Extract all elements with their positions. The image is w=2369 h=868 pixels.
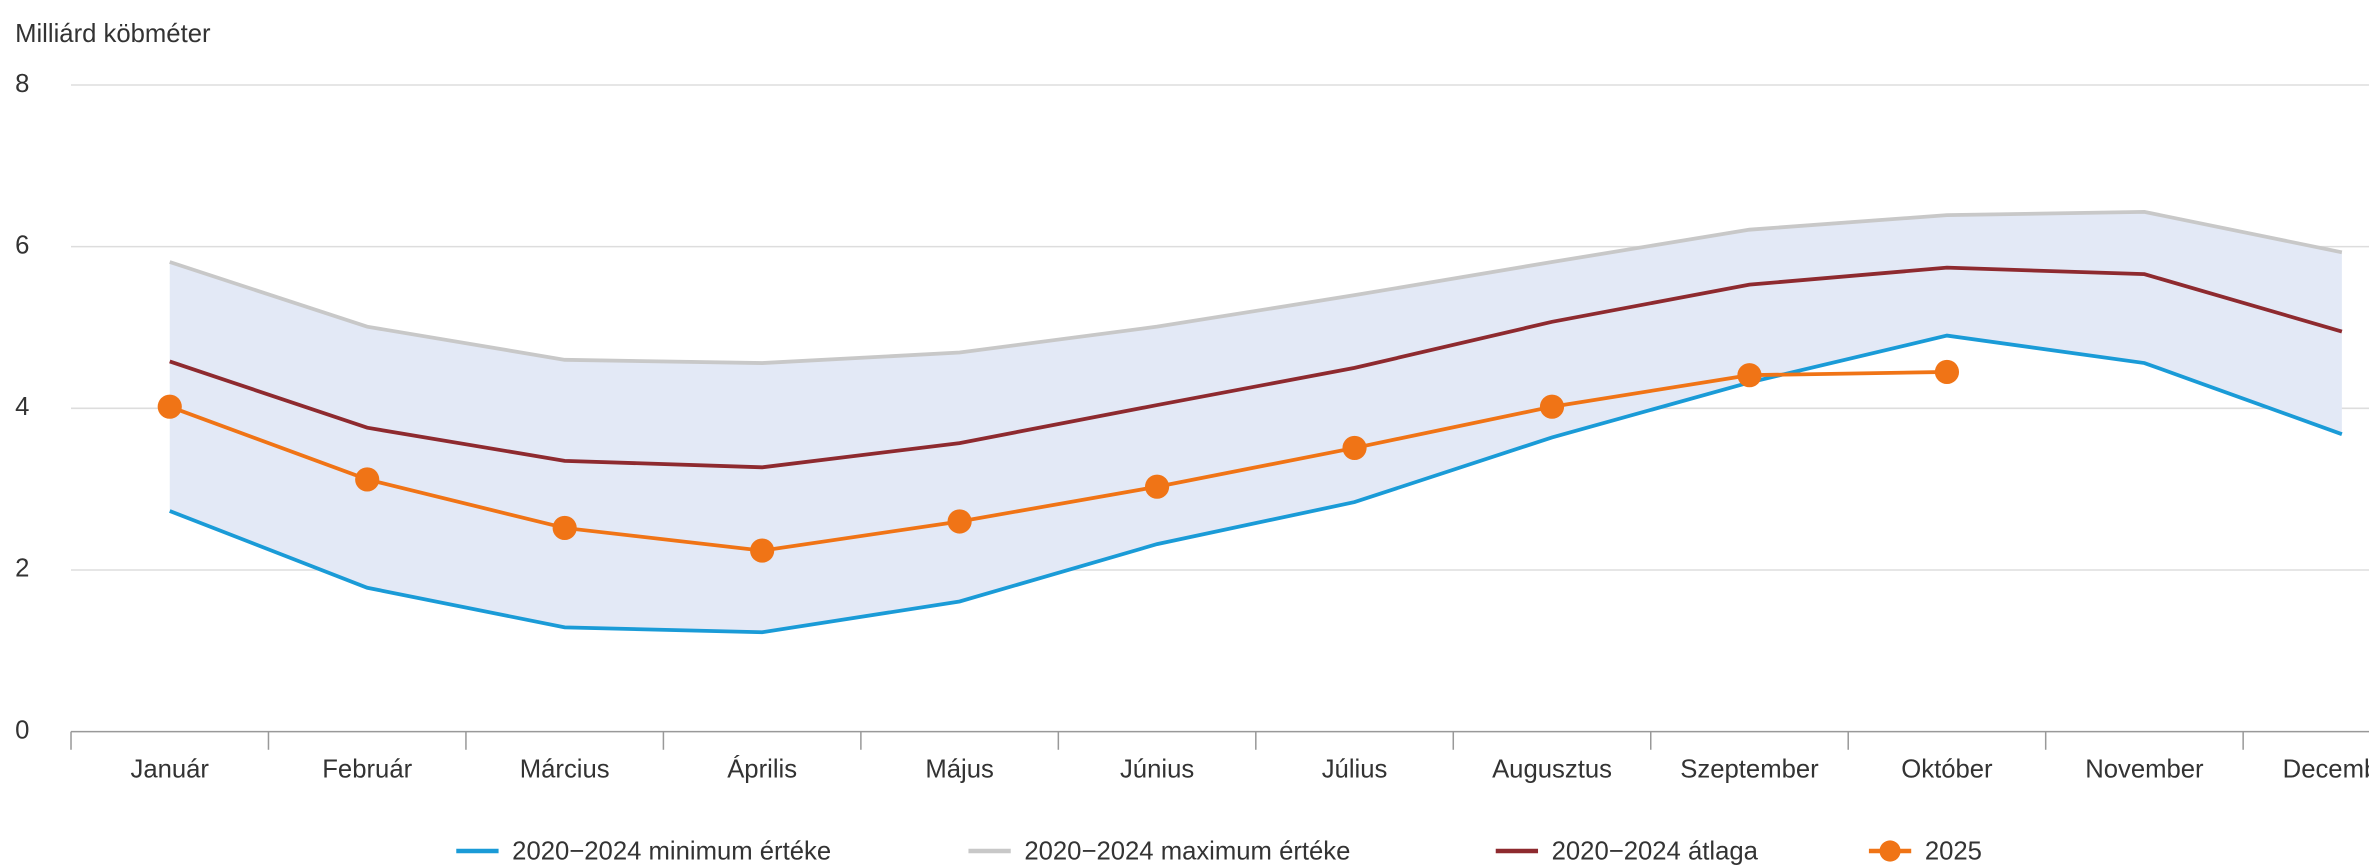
y-tick-label: 2 — [15, 555, 29, 583]
point — [947, 509, 972, 534]
x-tick-label: Szeptember — [1680, 756, 1819, 784]
point — [552, 515, 577, 541]
legend-label: 2025 — [1925, 837, 1982, 865]
legend-label: 2020−2024 minimum értéke — [512, 837, 831, 865]
legend-marker — [1879, 840, 1901, 862]
x-tick-label: Június — [1120, 756, 1194, 784]
x-tick-label: Február — [322, 756, 412, 784]
x-tick-label: December — [2283, 756, 2369, 784]
x-tick-label: Január — [130, 756, 209, 784]
point — [1144, 474, 1170, 499]
x-tick-label: Október — [1901, 756, 1993, 784]
x-tick-label: November — [2085, 756, 2204, 784]
x-tick-label: Március — [520, 756, 610, 784]
point — [1539, 394, 1565, 419]
point — [157, 394, 182, 419]
point — [1737, 363, 1762, 388]
point — [1342, 435, 1367, 461]
y-axis-label: Milliárd köbméter — [15, 20, 211, 48]
x-tick-label: Augusztus — [1492, 756, 1612, 784]
legend-label: 2020−2024 átlaga — [1552, 837, 1759, 865]
series-line — [169, 333, 2343, 635]
x-tick-label: Július — [1322, 756, 1388, 784]
y-tick-label: 4 — [15, 393, 29, 421]
y-tick-label: 8 — [15, 70, 29, 98]
range-band — [169, 211, 2342, 633]
point — [355, 467, 380, 492]
point — [750, 538, 775, 563]
y-tick-label: 6 — [15, 231, 29, 259]
x-tick-label: Május — [925, 756, 993, 784]
series-line — [169, 265, 2343, 470]
point — [1934, 359, 1960, 385]
series-line — [169, 370, 1947, 553]
series-line — [169, 210, 2343, 365]
y-tick-label: 0 — [15, 716, 29, 744]
x-tick-label: Április — [727, 755, 797, 784]
legend-label: 2020−2024 maximum értéke — [1024, 837, 1350, 865]
